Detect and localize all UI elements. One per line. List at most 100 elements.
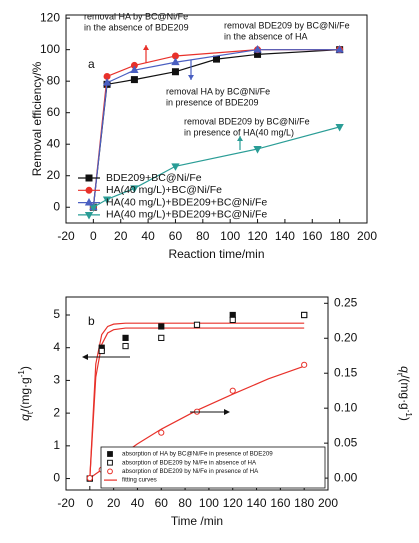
x-tick-label: 20 [114,229,128,243]
legend-marker [85,174,93,182]
legend-label: absorption of BDE209 by Ni/Fe in absence… [122,459,257,466]
point [229,316,236,323]
y-tick-label: 4 [53,340,60,354]
panel-label: b [88,314,95,328]
x-tick-label: 200 [318,496,338,510]
annotation: removal BDE209 by BC@Ni/Fe [224,20,350,30]
x-tick-label: 200 [357,229,377,243]
annotation: removal HA by BC@Ni/Fe [84,11,188,21]
x-tick-label: 160 [302,229,322,243]
point [130,65,139,74]
y2-tick-label: 0.15 [334,365,358,379]
x-tick-label: 140 [275,229,295,243]
x-tick-label: 120 [248,229,268,243]
plot-frame [65,14,368,224]
axis-title-part: /(mg·g [398,375,412,410]
point [89,204,98,212]
legend-label: BDE209+BC@Ni/Fe [106,172,202,184]
legend-marker [107,451,113,457]
y-tick-label: 5 [53,307,60,321]
annotation: removal BDE209 by BC@Ni/Fe [184,116,310,126]
x-axis-title: Reaction time/min [168,247,264,261]
y-tick-label: 0 [53,199,60,213]
point [130,76,138,84]
annotation: in the absence of BDE209 [84,22,189,32]
point [98,347,105,355]
point [130,185,139,193]
x-tick-label: 80 [178,496,192,510]
series-line [93,126,340,208]
point [213,55,220,63]
legend-label: absorption of BDE209 by Ni/Fe in presenc… [122,468,259,475]
x-tick-label: 80 [196,229,210,243]
legend-label: HA(40 mg/L)+BC@Ni/Fe [106,184,222,196]
point [122,334,129,341]
y-tick-label: 120 [40,10,60,24]
x-tick-label: 140 [247,496,267,510]
point [158,334,165,341]
x-tick-label: 40 [141,229,155,243]
x-tick-label: 20 [107,496,121,510]
y-tick-label: 0 [53,471,60,485]
legend-label: HA(40 mg/L)+BDE209+BC@Ni/Fe [106,196,267,208]
x-tick-label: -20 [57,496,75,510]
annotation: in the absence of HA [224,31,308,41]
annotation: removal HA by BC@Ni/Fe [166,86,270,96]
legend-marker [84,197,94,206]
point [86,475,93,482]
y2-tick-label: 0.20 [334,330,358,344]
axis-title-part: ) [18,366,32,370]
y-tick-label: 100 [40,42,60,56]
annotation: in presence of HA(40 mg/L) [184,127,294,137]
legend-marker [85,186,93,194]
y-axis-title: Removal efficiency/% [30,61,44,176]
point [158,429,165,436]
x-tick-label: 180 [330,229,350,243]
x-tick-label: 0 [86,496,93,510]
x-tick-label: 0 [90,229,97,243]
point [301,311,308,319]
annotation: in presence of BDE209 [166,97,259,107]
point [301,361,308,368]
arrow-head [82,354,88,360]
x-tick-label: 180 [294,496,314,510]
legend-marker [84,212,94,220]
point [158,323,165,330]
axis-title: qt/(mg·g-1) [17,366,35,421]
arrow-head [237,136,243,141]
point [122,342,129,350]
y-tick-label: 40 [47,136,61,150]
axis-title-part: q [18,414,32,421]
axis-title-part: -1 [404,410,413,418]
x-tick-label: 60 [169,229,183,243]
point [229,387,236,394]
series-line [92,49,340,208]
y-tick-label: 60 [47,105,61,119]
y-tick-label: 20 [47,168,61,182]
y-tick-label: 3 [53,373,60,387]
point [253,45,262,53]
fit-curve [89,322,305,479]
x-tick-label: -20 [57,229,75,243]
x-tick-label: 120 [223,496,243,510]
x-tick-label: 60 [155,496,169,510]
x-tick-label: 100 [199,496,219,510]
plot-frame [65,296,329,491]
point [171,68,179,76]
point [102,78,112,86]
y-tick-label: 1 [53,438,60,452]
arrow-head [188,75,194,80]
x-axis-title: Time /min [171,514,223,528]
x-tick-label: 40 [131,496,145,510]
point [335,45,344,53]
y2-tick-label: 0.25 [334,295,358,309]
x-tick-label: 100 [220,229,240,243]
y-tick-label: 2 [53,405,60,419]
legend-marker [107,468,113,475]
x-tick-label: 160 [270,496,290,510]
panel-label: a [88,57,95,71]
point [102,196,112,205]
axis-title-part: t [395,373,404,376]
y-tick-label: 80 [47,73,61,87]
legend-box [100,446,326,489]
